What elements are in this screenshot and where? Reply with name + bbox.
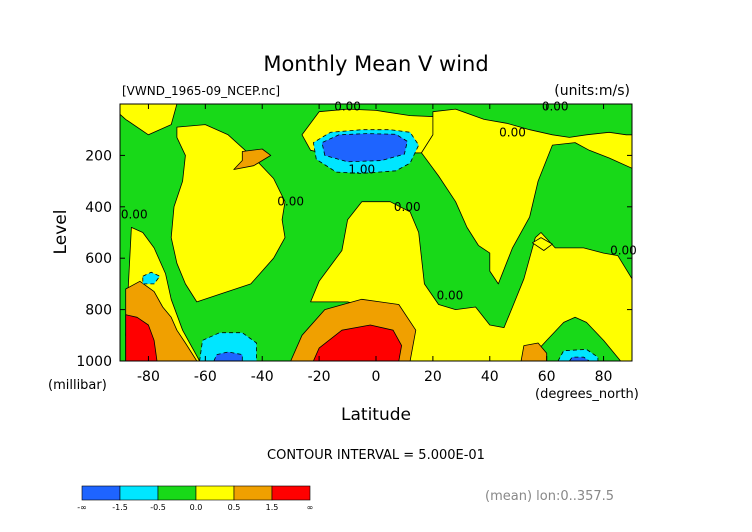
contour-region-positive_high-11 (125, 314, 158, 361)
y-tick-label: 400 (85, 200, 112, 216)
x-axis-units: (degrees_north) (535, 387, 639, 402)
colorbar-swatch (271, 485, 311, 501)
contour-label: 0.00 (334, 100, 361, 114)
colorbar-label: -∞ (77, 503, 87, 512)
x-tick-label: -80 (137, 369, 160, 385)
colorbar-label: 1.5 (266, 503, 279, 512)
colorbar-swatch (157, 485, 197, 501)
y-tick-label: 800 (85, 303, 112, 319)
x-axis-ticks: -80 -60 -40 -20 0 20 40 60 80 (137, 104, 612, 385)
contour-label: 0.00 (277, 195, 304, 209)
x-tick-label: 0 (372, 369, 381, 385)
colorbar-end-label: ∞ (307, 503, 314, 512)
colorbar-label: -1.5 (112, 503, 128, 512)
contour-label: 0.00 (610, 243, 637, 257)
y-tick-label: 200 (85, 148, 112, 164)
x-tick-label: -60 (194, 369, 217, 385)
units-label: (units:m/s) (554, 83, 630, 99)
colorbar: -∞ -1.5 -0.5 0.0 0.5 1.5 ∞ (77, 485, 314, 512)
x-tick-label: 60 (538, 369, 556, 385)
chart-title: Monthly Mean V wind (263, 52, 488, 76)
contour-region-positive_mid-7 (233, 148, 272, 170)
contour-regions (120, 104, 632, 361)
contour-region-negative_high-17 (321, 133, 408, 163)
contour-region-negative_mid-15 (142, 271, 161, 285)
contour-region-positive_mid-10 (520, 342, 548, 361)
contour-region-negative_high-19 (569, 356, 590, 361)
contour-label: 0.00 (499, 125, 526, 139)
colorbar-label: -0.5 (150, 503, 166, 512)
contour-labels: 0.00 0.00 0.00 1.00 0.00 0.00 0.00 0.00 0.00 (121, 100, 637, 303)
contour-label: 0.00 (394, 200, 421, 214)
x-tick-label: 80 (595, 369, 613, 385)
y-tick-label: 600 (85, 251, 112, 267)
colorbar-swatch (81, 485, 121, 501)
x-tick-label: -20 (308, 369, 331, 385)
x-tick-label: 40 (481, 369, 499, 385)
file-label: [VWND_1965-09_NCEP.nc] (122, 84, 280, 98)
contour-region-negative_high-18 (213, 351, 243, 361)
x-tick-label: 20 (424, 369, 442, 385)
colorbar-swatch (119, 485, 159, 501)
colorbar-label: 0.5 (228, 503, 241, 512)
contour-region-negative_mid-16 (557, 348, 599, 361)
footer-note: (mean) lon:0..357.5 (485, 489, 614, 504)
contour-label: 1.00 (348, 163, 375, 177)
contour-region-negative_mid-14 (199, 332, 257, 361)
contour-region-positive-3 (532, 237, 553, 251)
colorbar-swatch (233, 485, 273, 501)
plot-area: 0.00 0.00 0.00 1.00 0.00 0.00 0.00 0.00 0.00 (119, 100, 637, 362)
x-tick-label: -40 (251, 369, 274, 385)
contour-region-positive-6 (120, 104, 178, 136)
colorbar-swatch (195, 485, 235, 501)
colorbar-label: 0.0 (190, 503, 203, 512)
y-axis-units: (millibar) (48, 378, 107, 393)
contour-region-positive-4 (421, 108, 632, 285)
contour-label: 0.00 (542, 100, 569, 114)
contour-interval-note: CONTOUR INTERVAL = 5.000E-01 (267, 448, 485, 463)
contour-label: 0.00 (121, 208, 148, 222)
y-tick-label: 1000 (76, 354, 112, 370)
y-axis-label: Level (51, 210, 71, 255)
y-axis-ticks: 200 400 600 800 1000 (76, 148, 632, 370)
contour-region-positive_high-12 (312, 324, 403, 361)
contour-label: 0.00 (437, 288, 464, 302)
x-axis-label: Latitude (341, 405, 411, 425)
